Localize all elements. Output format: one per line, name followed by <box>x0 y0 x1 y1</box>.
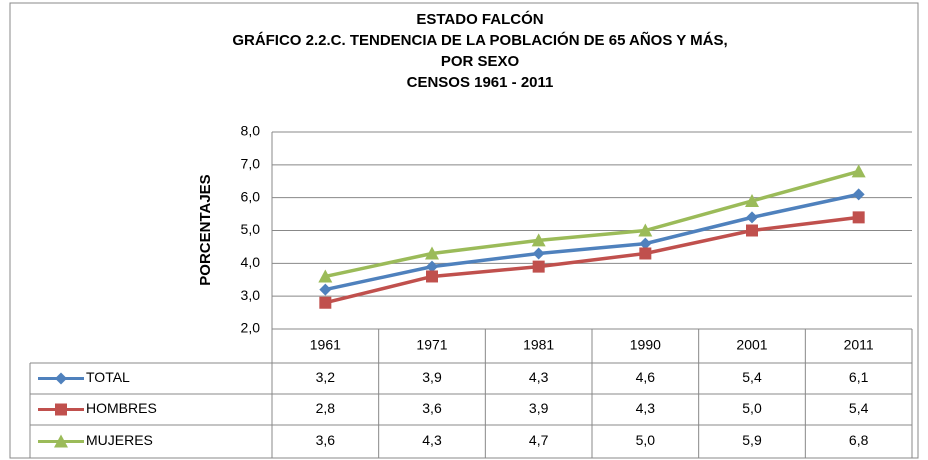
marker <box>319 283 332 296</box>
marker <box>639 247 652 260</box>
legend-label: TOTAL <box>86 369 130 385</box>
table-value: 5,9 <box>742 432 762 448</box>
chart-title: POR SEXO <box>441 53 520 70</box>
x-tick-label: 1971 <box>416 337 447 353</box>
table-value: 5,4 <box>849 400 869 416</box>
table-value: 3,6 <box>422 400 442 416</box>
y-tick-label: 3,0 <box>241 287 261 303</box>
y-axis-label: PORCENTAJES <box>197 174 214 285</box>
marker <box>532 260 545 273</box>
table-value: 2,8 <box>316 400 336 416</box>
y-tick-label: 6,0 <box>241 188 261 204</box>
marker <box>746 224 758 237</box>
marker <box>426 270 438 283</box>
table-value: 4,3 <box>529 369 549 385</box>
marker <box>54 434 68 448</box>
chart-title: GRÁFICO 2.2.C. TENDENCIA DE LA POBLACIÓN… <box>232 31 727 49</box>
table-value: 4,3 <box>422 432 442 448</box>
marker <box>425 246 439 260</box>
marker <box>638 223 653 237</box>
marker <box>426 260 438 273</box>
marker <box>319 296 332 309</box>
table-value: 6,1 <box>849 369 869 385</box>
marker <box>851 164 866 178</box>
y-tick-label: 7,0 <box>241 156 261 172</box>
x-tick-label: 1990 <box>630 337 661 353</box>
series-line <box>324 169 860 279</box>
table-value: 5,0 <box>742 400 762 416</box>
table-value: 6,8 <box>849 432 869 448</box>
legend-label: MUJERES <box>86 432 153 448</box>
x-tick-label: 2011 <box>844 337 874 353</box>
table-value: 3,9 <box>422 369 442 385</box>
x-tick-label: 2001 <box>736 337 767 353</box>
y-tick-label: 8,0 <box>241 123 261 139</box>
table-value: 4,7 <box>529 432 549 448</box>
legend-label: HOMBRES <box>86 400 157 416</box>
table-value: 3,9 <box>529 400 549 416</box>
x-tick-label: 1981 <box>523 337 554 353</box>
marker <box>745 193 759 207</box>
table-value: 3,2 <box>316 369 336 385</box>
x-tick-label: 1961 <box>310 337 341 353</box>
series-line <box>324 215 859 305</box>
table-value: 5,0 <box>636 432 656 448</box>
marker <box>318 269 333 283</box>
y-tick-label: 2,0 <box>241 320 261 336</box>
marker <box>531 233 546 247</box>
table-value: 4,6 <box>636 369 656 385</box>
table-value: 5,4 <box>742 369 762 385</box>
marker <box>852 188 865 201</box>
table-value: 4,3 <box>636 400 656 416</box>
marker <box>532 247 545 260</box>
marker <box>55 372 67 385</box>
table-value: 3,6 <box>316 432 336 448</box>
chart-title: ESTADO FALCÓN <box>416 10 543 28</box>
chart-title: CENSOS 1961 - 2011 <box>407 74 554 91</box>
y-tick-label: 5,0 <box>241 221 261 237</box>
marker <box>639 237 652 250</box>
series-line <box>324 192 860 292</box>
marker <box>746 211 758 224</box>
marker <box>852 211 865 224</box>
marker <box>55 403 67 416</box>
y-tick-label: 4,0 <box>241 254 261 270</box>
